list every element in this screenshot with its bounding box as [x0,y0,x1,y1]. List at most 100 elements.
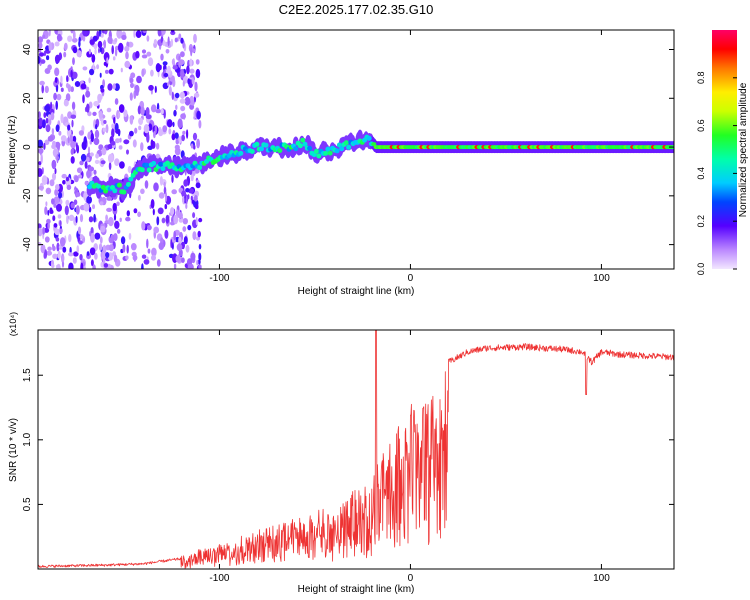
heatmap-noise-cell [42,227,46,235]
heatmap-noise-cell [163,181,166,188]
heatmap-noise-cell [65,93,71,102]
heatmap-noise-cell [191,199,194,204]
heatmap-noise-cell [182,218,188,225]
snr-multiplier-label: (x10⁴) [8,312,18,336]
heatmap-noise-cell [38,242,42,246]
heatmap-noise-cell [180,51,185,58]
heatmap-noise-cell [111,45,114,55]
y-tick-label: -40 [22,237,33,252]
heatmap-noise-cell [119,217,122,222]
heatmap-ridge-core [100,184,106,190]
heatmap-noise-cell [79,254,83,261]
heatmap-noise-cell [160,53,164,61]
heatmap-noise-cell [70,86,74,93]
heatmap-noise-cell [59,220,62,227]
heatmap-noise-cell [181,190,187,198]
heatmap-noise-cell [170,221,175,226]
heatmap-noise-cell [178,33,182,39]
heatmap-ridge-core [259,146,264,152]
heatmap-noise-cell [90,132,95,143]
heatmap-noise-cell [54,77,58,83]
heatmap-noise-cell [63,99,69,107]
heatmap-noise-cell [165,49,170,54]
heatmap-noise-cell [38,139,44,148]
x-tick-label: 100 [593,273,610,284]
heatmap-noise-cell [116,201,120,207]
heatmap-noise-cell [162,61,168,66]
heatmap-noise-cell [40,153,43,164]
heatmap-noise-cell [113,213,117,221]
heatmap-ridge-core [263,142,269,148]
heatmap-noise-cell [196,204,199,209]
heatmap-noise-cell [65,176,70,182]
heatmap-noise-cell [173,230,177,241]
heatmap-ridge-core [116,182,122,188]
heatmap-noise-cell [133,208,138,214]
heatmap-noise-cell [187,78,191,85]
heatmap-noise-cell [72,57,75,65]
heatmap-noise-cell [161,30,166,36]
heatmap-noise-cell [156,216,160,226]
heatmap-ridge-core [112,188,118,194]
heatmap-noise-cell [55,237,60,242]
heatmap-noise-cell [44,104,50,112]
heatmap-noise-cell [61,173,67,179]
heatmap-noise-cell [192,212,196,219]
heatmap-noise-cell [126,210,130,217]
heatmap-noise-cell [150,104,157,113]
heatmap-noise-cell [119,161,125,169]
heatmap-noise-cell [112,83,116,90]
heatmap-noise-cell [183,179,189,187]
heatmap-noise-cell [108,216,114,227]
heatmap-noise-cell [175,104,178,111]
heatmap-noise-cell [198,252,202,261]
heatmap-noise-cell [44,206,48,216]
heatmap-noise-cell [105,252,110,258]
heatmap-noise-cell [125,51,129,60]
heatmap-noise-cell [171,133,176,141]
heatmap-noise-cell [158,129,164,137]
heatmap-noise-cell [65,199,70,206]
heatmap-noise-cell [153,39,157,45]
heatmap-noise-cell [140,106,145,116]
heatmap-noise-cell [76,50,82,58]
colorbar-tick-label: 0.2 [696,215,706,228]
heatmap-noise-cell [195,236,201,241]
heatmap-noise-cell [53,223,58,228]
heatmap-noise-cell [70,66,73,71]
heatmap-noise-cell [159,64,162,70]
heatmap-noise-cell [49,179,55,187]
heatmap-noise-cell [179,98,186,104]
heatmap-noise-cell [70,202,75,209]
heatmap-noise-cell [48,41,52,52]
heatmap-noise-cell [136,75,142,84]
heatmap-noise-cell [93,137,100,146]
snr-x-axis-label: Height of straight line (km) [298,584,415,595]
heatmap-noise-cell [72,37,78,43]
heatmap-noise-cell [159,176,163,186]
heatmap-noise-cell [98,243,103,251]
heatmap-ridge-core [300,137,306,143]
heatmap-ridge-core [371,142,377,147]
colorbar-tick-label: 0.6 [696,119,706,132]
heatmap-noise-cell [94,252,98,260]
heatmap-noise-cell [180,113,187,120]
heatmap-noise-cell [55,100,58,111]
heatmap-noise-cell [146,238,149,249]
heatmap-noise-cell [84,161,88,169]
heatmap-noise-cell [186,129,189,139]
heatmap-noise-cell [115,138,120,144]
heatmap-noise-cell [145,107,150,117]
heatmap-ridge-core [277,148,283,154]
heatmap-ridge-core [293,146,299,152]
heatmap-noise-cell [42,119,46,129]
heatmap-noise-cell [198,243,202,250]
heatmap-noise-cell [50,101,53,110]
heatmap-noise-cell [167,82,170,87]
heatmap-noise-cell [181,134,186,142]
heatmap-noise-cell [118,104,125,113]
heatmap-noise-cell [56,242,60,252]
heatmap-noise-cell [66,215,69,225]
y-tick-label: 40 [22,44,33,56]
